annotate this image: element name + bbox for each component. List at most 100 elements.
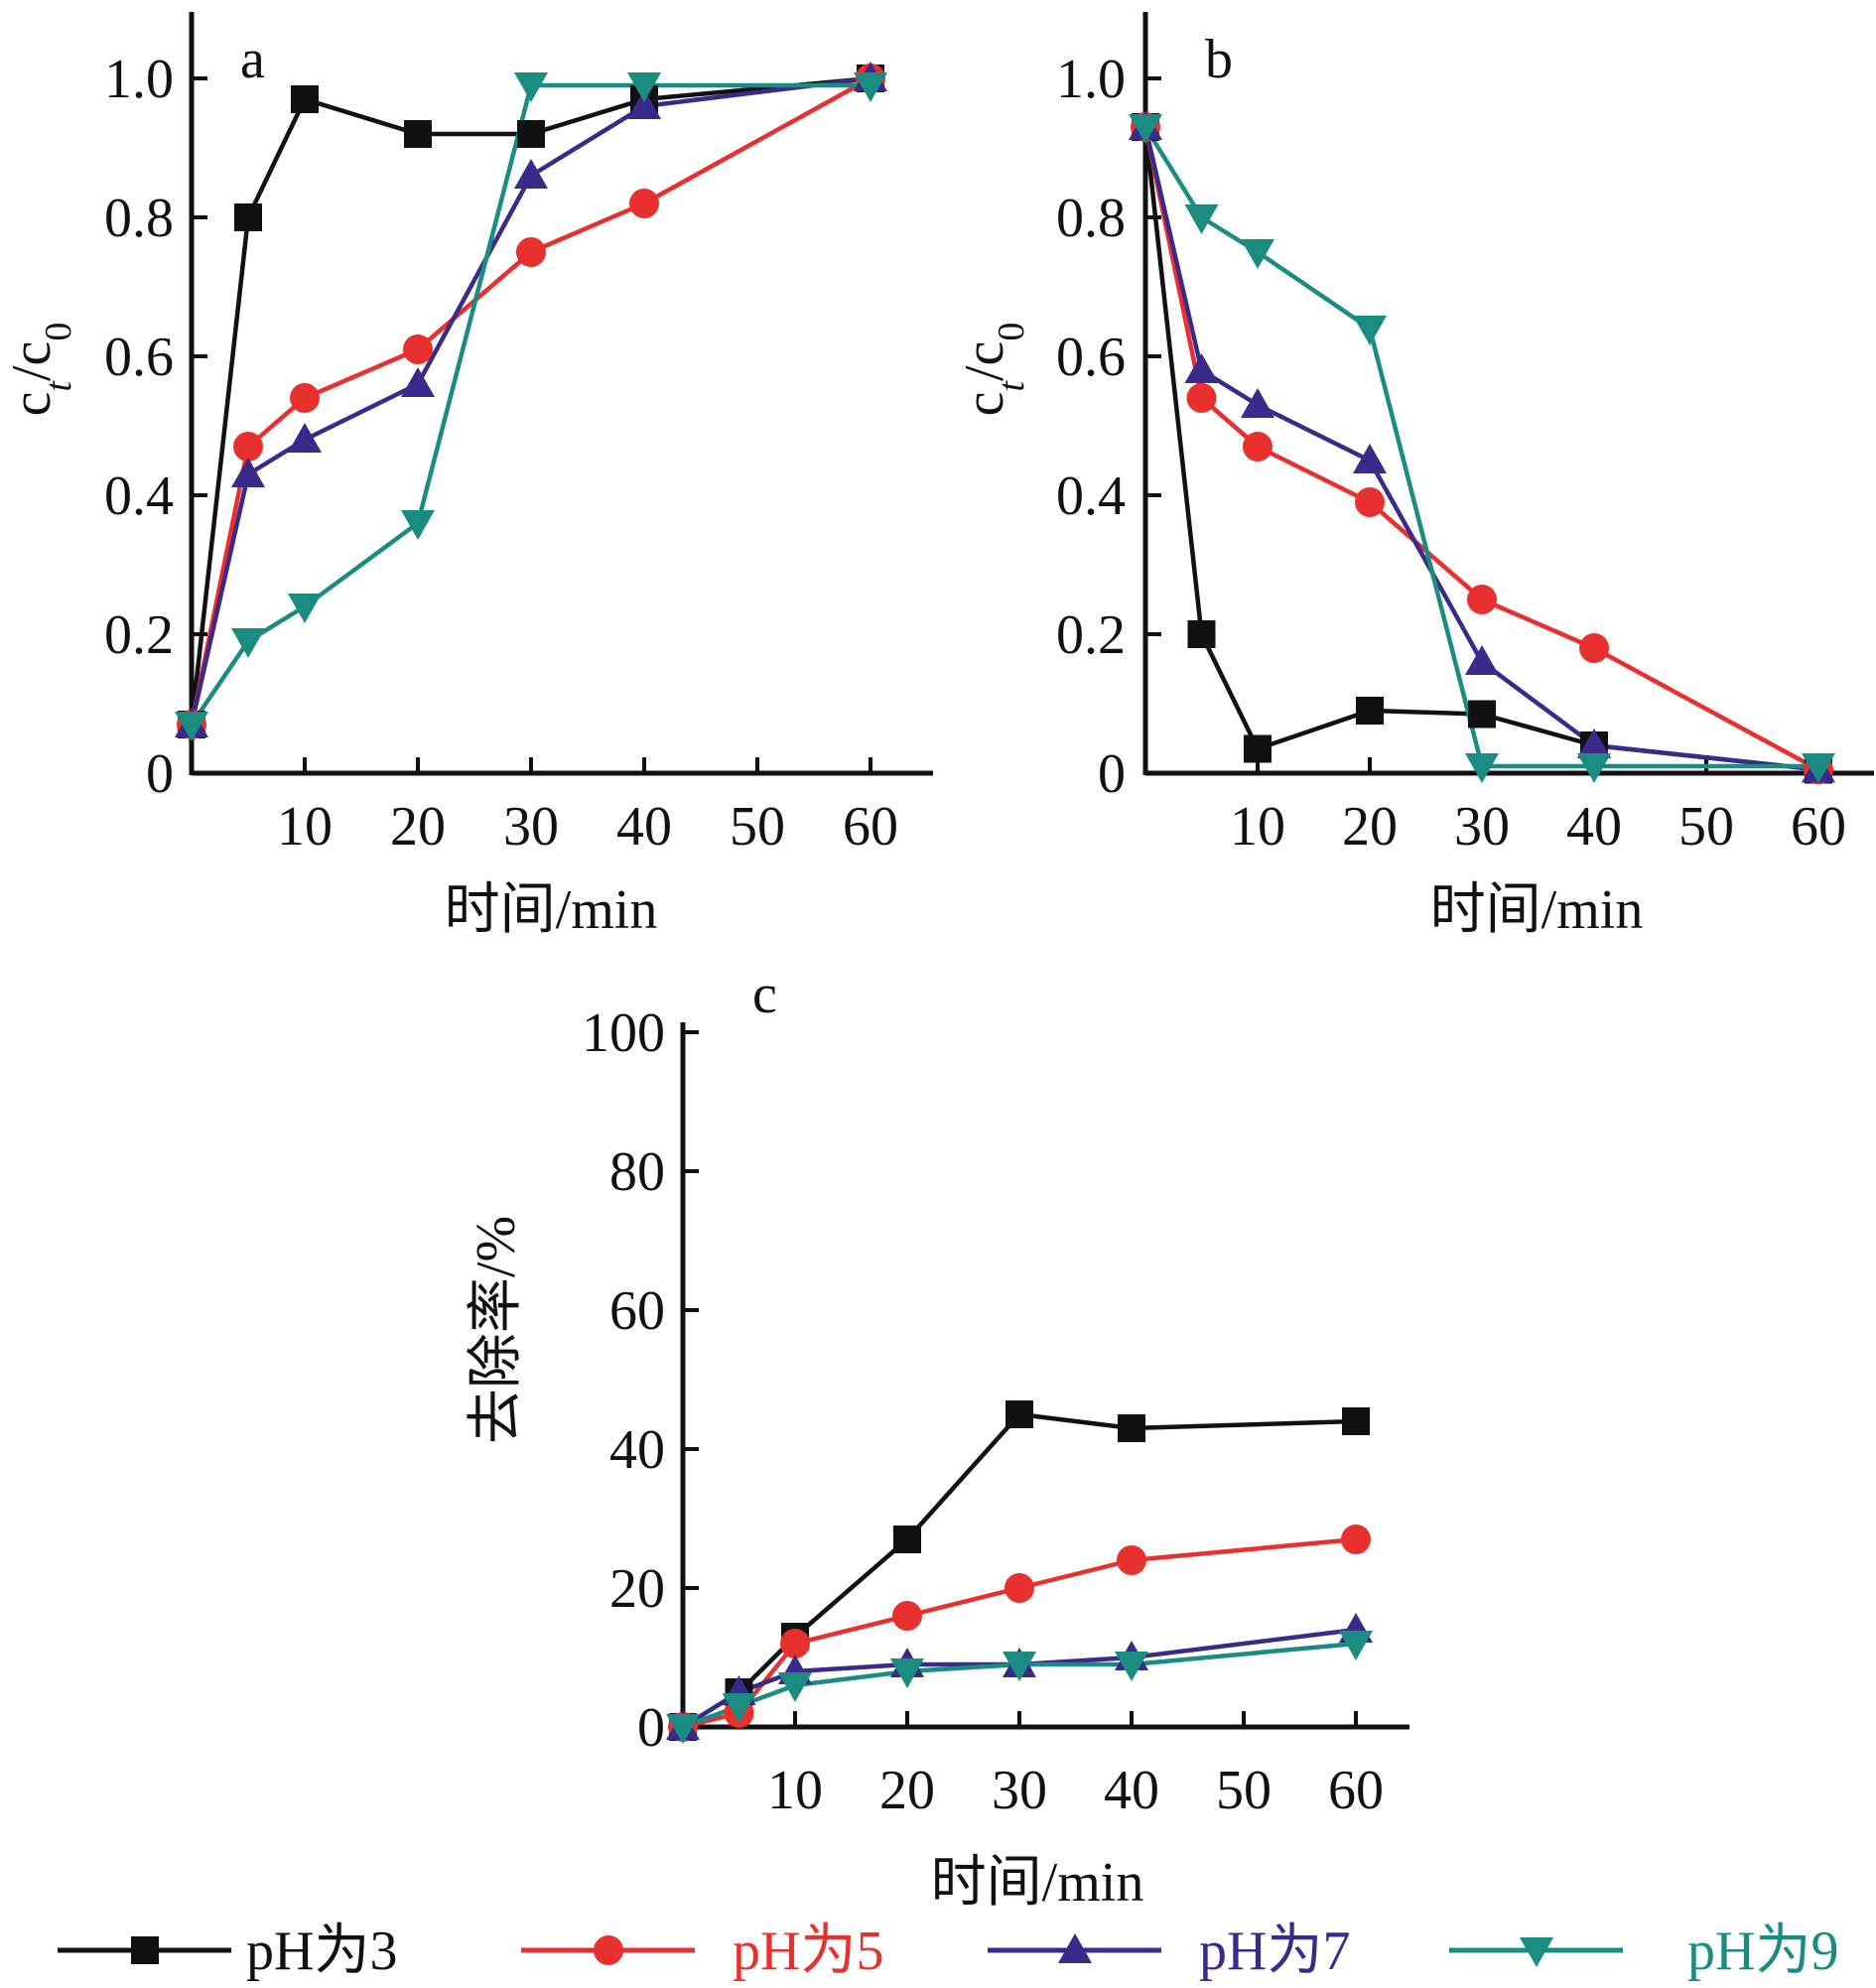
legend-marker-3 [1520, 1937, 1553, 1967]
data-point-1-5 [1579, 633, 1609, 663]
data-point-1-1 [233, 432, 263, 462]
x-tick-label: 10 [767, 1760, 823, 1821]
data-point-3-2 [1241, 239, 1274, 269]
chart-panel-c: 0 20 40 60 80 100 10 20 30 40 50 60 时间/min 去除率/% c [466, 964, 1409, 1914]
panel-label: c [752, 964, 777, 1025]
data-point-1-4 [1005, 1573, 1034, 1603]
x-tick-label: 50 [730, 796, 785, 858]
data-point-1-6 [1341, 1524, 1371, 1554]
data-point-0-5 [1118, 1414, 1145, 1442]
data-point-2-3 [401, 367, 435, 397]
data-point-1-4 [1467, 585, 1497, 614]
data-point-3-6 [1339, 1631, 1373, 1660]
panel-label: b [1205, 29, 1233, 90]
data-point-1-3 [1355, 487, 1385, 517]
y-tick-label: 40 [609, 1419, 665, 1481]
y-axis-title: ct/c0 [954, 323, 1032, 417]
legend-marker-2 [1058, 1933, 1092, 1963]
legend-label-3: pH为9 [1687, 1921, 1838, 1982]
x-axis-title: 时间/min [1430, 879, 1644, 941]
x-tick-label: 50 [1216, 1760, 1272, 1821]
data-point-1-5 [1117, 1545, 1146, 1575]
x-axis-title: 时间/min [445, 879, 658, 941]
y-tick-label: 100 [582, 1002, 665, 1064]
data-point-2-1 [1184, 353, 1219, 383]
y-axis-title: ct/c0 [1, 323, 79, 417]
data-point-1-2 [1243, 432, 1273, 462]
data-point-0-4 [1468, 700, 1496, 729]
y-tick-label: 20 [609, 1558, 665, 1620]
data-point-3-0 [175, 712, 208, 741]
legend-label-1: pH为5 [733, 1921, 883, 1982]
y-tick-label: 0.4 [104, 465, 174, 527]
x-tick-label: 10 [277, 796, 333, 858]
y-tick-label: 0 [146, 743, 174, 805]
x-tick-label: 60 [843, 796, 898, 858]
y-tick-label: 1.0 [1056, 49, 1126, 110]
data-point-1-5 [629, 189, 659, 218]
x-tick-label: 30 [1454, 796, 1510, 858]
y-tick-label: 0.2 [1056, 604, 1126, 666]
y-tick-label: 0.8 [1056, 188, 1126, 249]
y-tick-label: 0.8 [104, 188, 174, 249]
data-point-2-3 [1353, 444, 1387, 473]
data-point-0-3 [404, 120, 432, 148]
y-tick-label: 0.6 [1056, 327, 1126, 388]
data-point-1-1 [1186, 383, 1217, 413]
data-point-1-3 [892, 1601, 922, 1631]
panel-label: a [240, 29, 265, 90]
data-point-3-5 [1115, 1652, 1148, 1681]
y-axis-title: 去除率/% [466, 1216, 527, 1444]
y-tick-label: 0 [1098, 743, 1126, 805]
y-tick-label: 0.2 [104, 604, 174, 666]
x-tick-label: 40 [1104, 1760, 1159, 1821]
data-point-0-3 [1356, 697, 1384, 725]
x-tick-label: 20 [1342, 796, 1398, 858]
data-point-3-6 [1802, 753, 1835, 783]
x-tick-label: 10 [1230, 796, 1285, 858]
data-point-0-4 [1005, 1400, 1033, 1428]
data-point-3-2 [778, 1672, 812, 1702]
data-point-2-5 [1577, 729, 1611, 758]
data-point-0-6 [1342, 1407, 1370, 1435]
data-point-1-2 [290, 383, 320, 413]
legend-label-0: pH为3 [246, 1921, 397, 1982]
data-point-1-3 [403, 334, 433, 364]
x-tick-label: 60 [1791, 796, 1846, 858]
chart-panel-b: 0 0.2 0.4 0.6 0.8 1.0 10 20 30 40 50 60 时间/min ct/c0 b [954, 12, 1874, 941]
data-point-2-5 [627, 89, 661, 119]
x-axis-title: 时间/min [931, 1852, 1144, 1914]
x-tick-label: 40 [616, 796, 672, 858]
data-point-3-0 [666, 1714, 700, 1744]
data-point-3-3 [1353, 316, 1387, 345]
y-tick-label: 80 [609, 1141, 665, 1203]
data-point-3-2 [288, 594, 322, 623]
y-tick-label: 0.4 [1056, 465, 1126, 527]
data-point-3-4 [1003, 1652, 1036, 1681]
data-point-0-4 [517, 120, 545, 148]
x-tick-label: 50 [1678, 796, 1734, 858]
data-point-0-2 [291, 85, 319, 113]
legend-marker-0 [131, 1936, 159, 1964]
data-point-3-5 [1577, 753, 1611, 783]
data-point-3-1 [1184, 204, 1219, 234]
legend: pH为3 pH为5 pH为7 pH为9 [58, 1921, 1838, 1982]
chart-panel-a: 0 0.2 0.4 0.6 0.8 1.0 10 20 30 40 50 60 时间/min ct/c0 a [1, 12, 933, 941]
data-point-0-1 [1187, 620, 1216, 648]
legend-label-2: pH为7 [1199, 1921, 1350, 1982]
y-tick-label: 1.0 [104, 49, 174, 110]
y-tick-label: 0 [637, 1697, 665, 1759]
y-tick-label: 0.6 [104, 327, 174, 388]
data-point-1-4 [516, 237, 546, 267]
x-tick-label: 30 [992, 1760, 1047, 1821]
x-tick-label: 40 [1566, 796, 1622, 858]
x-tick-label: 20 [879, 1760, 935, 1821]
data-point-0-3 [893, 1525, 921, 1553]
data-point-2-4 [514, 159, 548, 189]
data-point-3-4 [1465, 753, 1499, 783]
data-point-2-1 [231, 458, 265, 487]
data-point-2-2 [1241, 388, 1274, 418]
data-point-2-4 [1465, 645, 1499, 675]
legend-marker-1 [594, 1935, 623, 1965]
